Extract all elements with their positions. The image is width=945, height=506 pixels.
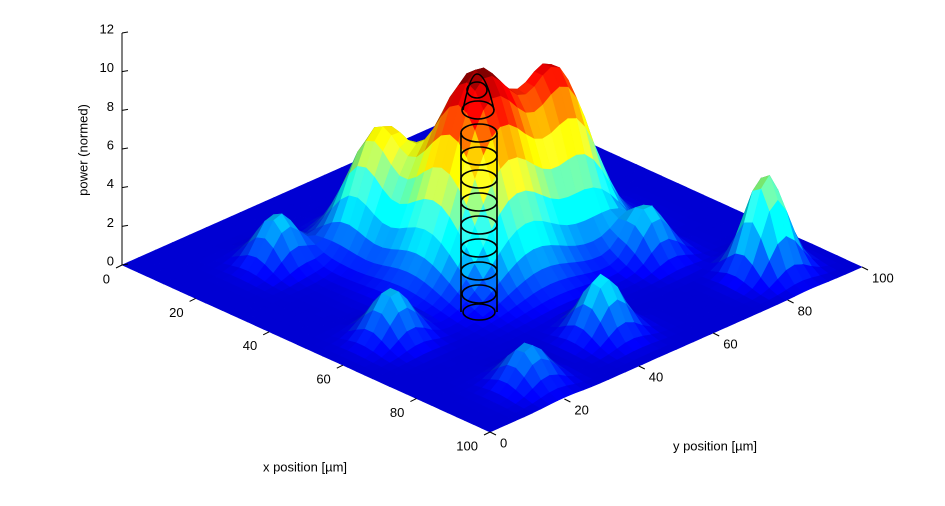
x-tick [410, 398, 417, 403]
x-tick-label: 100 [456, 438, 478, 453]
x-tick [336, 364, 344, 369]
x-tick-label: 0 [103, 271, 110, 286]
y-tick [638, 365, 646, 370]
x-axis-label: x position [µm] [263, 459, 347, 474]
y-tick [564, 398, 571, 403]
z-tick [121, 70, 129, 73]
y-tick [787, 299, 794, 304]
x-tick-label: 20 [169, 305, 183, 320]
y-tick [489, 431, 497, 436]
z-tick [121, 186, 129, 189]
y-tick-label: 60 [723, 336, 737, 351]
helix [460, 73, 498, 321]
z-tick-label: 8 [107, 99, 114, 114]
y-tick-label: 20 [574, 402, 588, 417]
z-tick-label: 12 [100, 21, 114, 36]
z-tick-label: 2 [107, 215, 114, 230]
z-tick-label: 10 [100, 60, 114, 75]
z-tick-label: 0 [107, 253, 114, 268]
z-tick [121, 108, 129, 111]
z-tick [121, 263, 129, 266]
z-tick-label: 4 [107, 176, 114, 191]
surface-patch [480, 424, 500, 433]
x-tick [115, 264, 123, 269]
z-tick [121, 224, 129, 227]
x-tick-label: 60 [316, 372, 330, 387]
x-tick-label: 40 [243, 338, 257, 353]
y-axis-label: y position [µm] [673, 438, 757, 453]
x-tick [262, 331, 270, 336]
x-tick [189, 297, 196, 302]
y-tick-label: 100 [872, 270, 894, 285]
z-tick [121, 31, 129, 34]
y-tick [861, 266, 869, 271]
z-axis-label: power (normed) [75, 104, 90, 196]
z-tick [121, 147, 129, 150]
surface [121, 63, 863, 433]
z-tick-label: 6 [107, 137, 114, 152]
x-tick [483, 431, 491, 436]
y-tick-label: 0 [500, 435, 507, 450]
x-tick-label: 80 [390, 405, 404, 420]
y-tick [712, 332, 720, 337]
y-tick-label: 80 [798, 303, 812, 318]
y-tick-label: 40 [649, 369, 663, 384]
